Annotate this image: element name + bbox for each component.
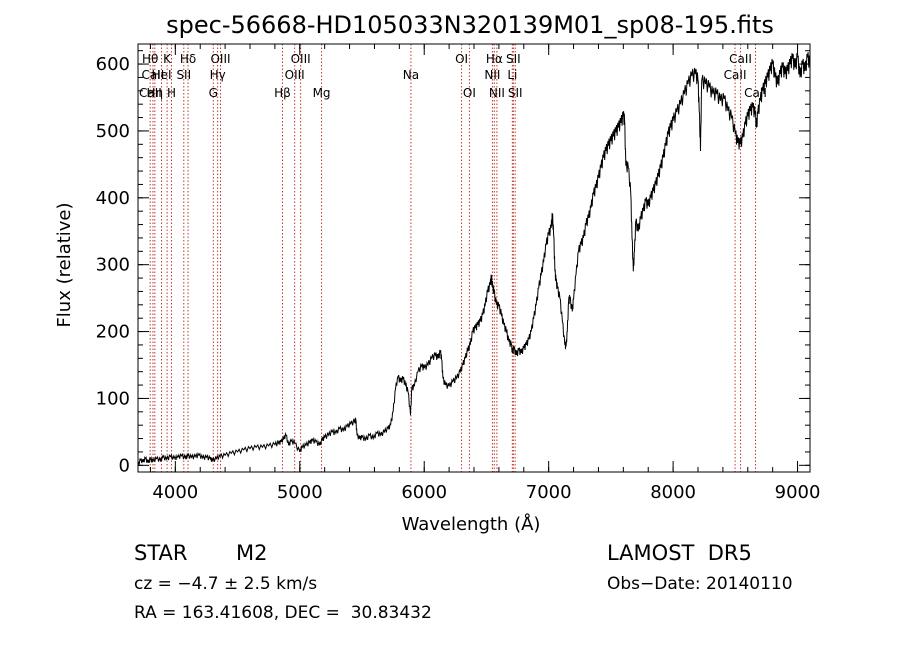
- x-tick-label: 5000: [277, 482, 323, 503]
- axes: 4000 5000 6000 7000 8000 9000 0 100 200 300 400 500…: [96, 43, 821, 503]
- spectral-line-label: SII: [508, 86, 523, 100]
- spectral-line-label: Li: [507, 68, 517, 82]
- survey-name: LAMOST DR5: [607, 541, 752, 565]
- spectral-line-label: OIII: [285, 68, 305, 82]
- y-tick-label: 500: [96, 121, 130, 142]
- spectral-line-label: SII: [506, 52, 521, 66]
- spectral-line-label: OI: [463, 86, 476, 100]
- x-axis-label: Wavelength (Å): [402, 513, 541, 535]
- object-subclass: M2: [236, 541, 268, 565]
- spectral-line-label: Mg: [313, 86, 331, 100]
- spectral-line-label: Hδ: [180, 52, 196, 66]
- spectral-line-label: CaII: [142, 68, 165, 82]
- spectral-line-label: NII: [489, 86, 505, 100]
- redshift-cz: cz = −4.7 ± 2.5 km/s: [134, 574, 318, 594]
- spectral-line-label: Hα: [486, 52, 503, 66]
- spectral-line-markers: [149, 44, 756, 472]
- y-axis-label: Flux (relative): [54, 202, 75, 327]
- spectral-line-label: H: [167, 86, 176, 100]
- spectral-line-label: G: [209, 86, 218, 100]
- spectral-line-label: Hθ: [142, 52, 158, 66]
- spectrum-series: [137, 52, 811, 466]
- observation-date: Obs−Date: 20140110: [607, 574, 793, 594]
- spectral-line-label: CaII: [729, 52, 752, 66]
- spectral-line-label: OIII: [210, 52, 230, 66]
- spectral-line-label: Hγ: [210, 68, 226, 82]
- y-tick-label: 200: [96, 322, 130, 343]
- x-tick-label: 4000: [152, 482, 198, 503]
- x-tick-label: 9000: [775, 482, 821, 503]
- plot-frame: [137, 43, 811, 473]
- spectral-line-label: CaII: [724, 68, 747, 82]
- spectral-line-label: CaII: [139, 86, 162, 100]
- object-class: STAR: [134, 541, 188, 565]
- spectral-line-label: OI: [455, 52, 468, 66]
- spectral-line-label: NII: [484, 68, 500, 82]
- spectral-line-label: CaII: [744, 86, 767, 100]
- spectrum-line: [137, 52, 811, 466]
- spectral-line-label: HeI: [152, 68, 172, 82]
- spectral-line-label: Hη: [146, 86, 163, 100]
- y-tick-label: 100: [96, 388, 130, 409]
- y-tick-label: 0: [119, 455, 130, 476]
- y-tick-label: 600: [96, 54, 130, 75]
- x-tick-label: 8000: [650, 482, 696, 503]
- chart-title: spec-56668-HD105033N320139M01_sp08-195.f…: [166, 11, 774, 39]
- y-tick-label: 400: [96, 188, 130, 209]
- spectral-line-label: SII: [176, 68, 191, 82]
- x-tick-label: 7000: [526, 482, 572, 503]
- spectral-line-label: Na: [403, 68, 419, 82]
- spectral-line-label: K: [163, 52, 172, 66]
- ra-dec: RA = 163.41608, DEC = 30.83432: [134, 603, 432, 623]
- y-tick-label: 300: [96, 255, 130, 276]
- spectral-line-label: OIII: [291, 52, 311, 66]
- spectral-line-label: Hβ: [274, 86, 291, 100]
- x-tick-label: 6000: [401, 482, 447, 503]
